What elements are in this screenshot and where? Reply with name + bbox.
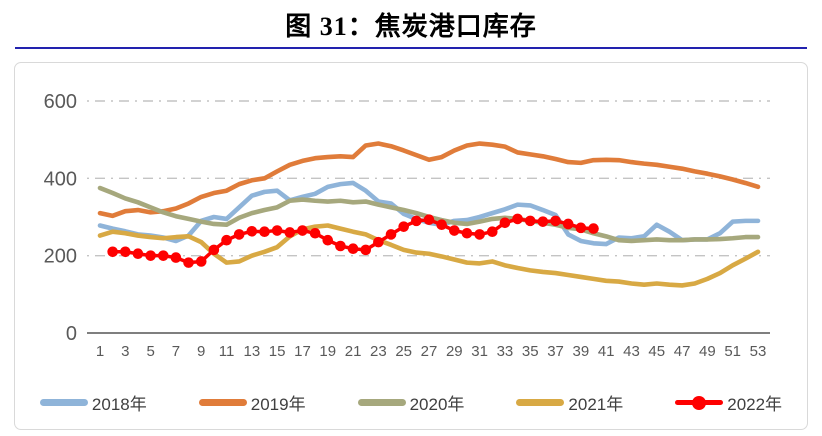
x-tick-label: 9 (197, 343, 205, 360)
legend-swatch-2020 (357, 399, 406, 406)
series-2022年-marker (107, 246, 118, 258)
series-2022年-marker (512, 213, 523, 225)
x-tick-label: 7 (172, 343, 180, 360)
series-2022年-marker (474, 229, 485, 240)
x-tick-label: 45 (648, 343, 665, 360)
x-tick-label: 29 (446, 343, 463, 360)
legend-item-2021[interactable]: 2021年 (516, 390, 623, 415)
x-tick-label: 49 (699, 343, 716, 360)
series-2022年-marker (132, 248, 144, 260)
x-tick-label: 43 (623, 343, 640, 360)
title-underline (15, 47, 807, 49)
series-2022年-marker (436, 219, 447, 231)
x-tick-label: 31 (471, 343, 488, 360)
x-tick-label: 21 (345, 343, 362, 360)
series-2022年-marker (449, 225, 460, 236)
series-2022年-marker (246, 226, 258, 237)
y-tick-label: 200 (44, 246, 77, 268)
y-tick-label: 400 (44, 168, 77, 190)
x-tick-label: 47 (674, 343, 691, 360)
series-2022年-marker (499, 217, 511, 229)
series-2022年-marker (398, 221, 409, 232)
series-2022年-marker (575, 222, 587, 234)
chart-panel: 0 200 400 600 1 3 5 7 9 11 13 15 17 19 21 23 25 27 29 31 33 3… (14, 62, 808, 430)
figure-title: 图 31：焦炭港口库存 (285, 12, 537, 41)
x-tick-label: 13 (244, 343, 261, 360)
legend-item-2018[interactable]: 2018年 (39, 390, 147, 415)
series-2022年-marker (360, 244, 372, 256)
x-tick-label: 17 (294, 343, 311, 360)
x-tick-label: 15 (269, 343, 286, 360)
series-2022年-marker (297, 225, 308, 236)
series-2022年-marker (284, 227, 296, 238)
series-2022年-marker (183, 257, 194, 268)
series-2022年-marker (335, 240, 346, 252)
series-2022年-marker (145, 250, 156, 261)
x-tick-label: 23 (370, 343, 387, 360)
legend-item-2022[interactable]: 2022年 (675, 390, 782, 415)
series-2022年-marker (373, 236, 384, 248)
series-2022年-marker (588, 223, 599, 234)
x-tick-label: 41 (598, 343, 615, 360)
legend-swatch-2018 (39, 399, 88, 406)
x-tick-label: 19 (319, 343, 336, 360)
legend-swatch-2019 (198, 399, 247, 406)
legend-label-2021: 2021年 (568, 395, 624, 414)
legend-label-2019: 2019年 (250, 395, 306, 414)
series-2022年-marker (411, 215, 422, 227)
x-tick-label: 51 (724, 343, 741, 360)
series-2022年-marker (562, 218, 574, 230)
x-tick-label: 11 (219, 343, 235, 360)
series-2022年-marker (157, 250, 169, 261)
series-2022年-marker (271, 225, 283, 236)
legend-item-2020[interactable]: 2020年 (357, 390, 465, 415)
chart-legend: 2018年 2019年 2020年 2021年 2022年 (15, 390, 807, 415)
series-2022年-marker (195, 256, 207, 267)
y-tick-label: 600 (44, 91, 77, 113)
legend-label-2020: 2020年 (409, 395, 465, 414)
series-2022年-marker (550, 215, 561, 227)
legend-swatch-2022 (675, 395, 724, 410)
series-2022年-marker (537, 216, 549, 227)
series-2018年-line (97, 180, 761, 247)
series-2022年-marker (322, 234, 334, 246)
series-2022年-marker (347, 243, 359, 255)
legend-label-2022: 2022年 (727, 395, 783, 414)
series-2022年-marker (208, 244, 220, 256)
x-tick-label: 39 (573, 343, 590, 360)
legend-swatch-2021 (516, 399, 565, 406)
legend-label-2018: 2018年 (91, 395, 147, 414)
x-tick-label: 35 (522, 343, 539, 360)
series-2022年-marker (461, 227, 473, 239)
legend-item-2019[interactable]: 2019年 (198, 390, 306, 415)
series-2022年-marker (309, 227, 321, 239)
x-tick-label: 53 (750, 343, 767, 360)
series-2022年-marker (486, 226, 498, 237)
x-tick-label: 5 (146, 343, 154, 360)
x-tick-label: 3 (121, 343, 129, 360)
series-2022年-marker (524, 215, 536, 227)
y-tick-label: 0 (66, 323, 77, 345)
x-tick-label: 27 (421, 343, 438, 360)
series-2022年-marker (233, 229, 245, 240)
x-tick-label: 37 (547, 343, 564, 360)
x-tick-label: 25 (395, 343, 412, 360)
series-2022年-marker (170, 252, 182, 263)
series-2022年-marker (221, 234, 232, 246)
series-2022年-marker (385, 229, 397, 240)
series-2019年-line (97, 141, 761, 219)
series-2022年-marker (259, 226, 270, 237)
series-2022年-marker (120, 246, 131, 258)
x-tick-label: 1 (96, 343, 104, 360)
x-tick-label: 33 (497, 343, 514, 360)
series-2022年-marker (423, 214, 435, 226)
